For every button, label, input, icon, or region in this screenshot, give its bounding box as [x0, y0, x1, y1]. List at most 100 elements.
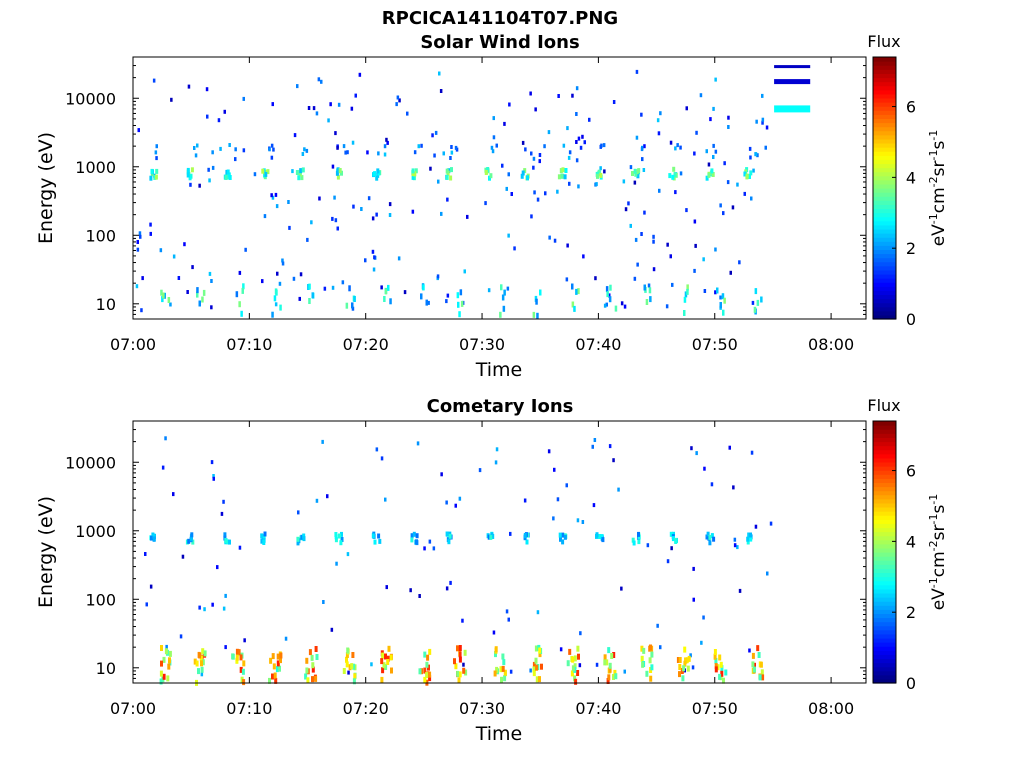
background-count	[454, 503, 457, 508]
colorbar-swatch	[873, 253, 896, 259]
low-energy-cell	[756, 645, 760, 652]
low-energy-cell	[614, 305, 618, 312]
low-energy-cell	[723, 297, 726, 304]
background-count	[372, 267, 376, 272]
background-count	[695, 451, 698, 456]
low-energy-cell	[279, 652, 283, 659]
background-count	[341, 280, 345, 285]
background-count	[380, 456, 384, 461]
background-count	[397, 256, 401, 261]
low-energy-cell	[681, 675, 685, 682]
low-energy-cell	[753, 666, 756, 673]
colorbar-swatch	[873, 629, 896, 635]
background-count	[211, 150, 214, 155]
background-count	[208, 271, 212, 276]
peak-cell	[448, 533, 452, 539]
peak-cell	[631, 171, 634, 176]
colorbar-swatch	[873, 449, 896, 455]
low-energy-cell	[761, 674, 765, 681]
low-energy-cell	[423, 667, 427, 674]
background-count	[559, 647, 563, 652]
y-axis: 10 100 1000 10000	[65, 56, 866, 320]
low-energy-cell	[645, 299, 649, 305]
background-count	[395, 102, 398, 107]
colorbar-tick-label: 2	[906, 603, 916, 622]
low-energy-cell	[198, 300, 201, 307]
background-count	[270, 193, 273, 198]
colorbar-swatch	[873, 592, 896, 598]
x-tick-label: 08:00	[808, 699, 854, 718]
background-count	[270, 155, 274, 160]
colorbar-swatch	[873, 159, 896, 165]
background-count	[373, 255, 376, 260]
colorbar-swatch	[873, 61, 896, 66]
background-count	[439, 89, 443, 93]
background-count	[172, 254, 176, 259]
colorbar-swatch	[873, 552, 896, 557]
background-count	[565, 277, 569, 282]
colorbar-swatch	[873, 498, 896, 504]
peak-cell	[596, 173, 599, 179]
background-count	[748, 146, 752, 151]
low-energy-cell	[351, 652, 355, 658]
low-energy-cell	[532, 311, 536, 318]
background-count	[429, 166, 432, 171]
colorbar-swatch	[873, 57, 896, 62]
background-count	[529, 668, 532, 673]
background-count	[366, 150, 369, 155]
low-energy-cell	[346, 647, 350, 654]
background-count	[576, 518, 580, 523]
low-energy-cell	[716, 664, 720, 671]
low-energy-cell	[532, 666, 536, 673]
low-energy-cell	[683, 310, 686, 316]
background-count	[322, 600, 325, 604]
low-energy-cell	[305, 667, 309, 674]
low-energy-cell	[390, 667, 393, 674]
peak-cell	[564, 168, 568, 173]
low-energy-cell	[351, 302, 354, 309]
colorbar-swatch	[873, 200, 896, 205]
background-count	[756, 153, 759, 158]
low-energy-cell	[168, 650, 172, 657]
background-count	[346, 552, 350, 557]
low-energy-cell	[503, 669, 507, 676]
low-energy-cell	[423, 676, 427, 683]
peak-cell	[338, 168, 342, 173]
colorbar-swatch	[873, 515, 896, 520]
background-count	[141, 276, 144, 281]
background-count	[548, 235, 551, 240]
peak-cell	[420, 143, 423, 148]
peak-cell	[223, 532, 227, 538]
background-count	[416, 441, 420, 446]
background-count	[207, 167, 210, 172]
peak-cell	[633, 168, 637, 174]
low-energy-cell	[273, 672, 277, 679]
background-count	[547, 130, 551, 135]
colorbar-swatch	[873, 224, 896, 230]
low-energy-cell	[610, 653, 614, 659]
low-energy-cell	[501, 653, 505, 660]
low-energy-cell	[457, 301, 460, 308]
background-count	[169, 302, 172, 307]
peak-cell	[336, 167, 340, 173]
peak-cell	[414, 168, 418, 174]
background-count	[530, 214, 533, 219]
peak-cell	[676, 143, 679, 148]
background-count	[623, 304, 627, 309]
low-energy-cell	[759, 661, 763, 668]
background-count	[436, 274, 440, 279]
background-count	[224, 593, 227, 598]
peak-cell	[305, 148, 309, 153]
peak-cell	[186, 172, 190, 178]
low-energy-cell	[538, 647, 542, 654]
colorbar-swatch	[873, 114, 896, 119]
peak-cell	[336, 174, 340, 180]
y-tick-label: 10000	[65, 89, 116, 108]
peak-cell	[334, 537, 338, 543]
background-count	[556, 497, 560, 502]
low-energy-cell	[274, 288, 278, 295]
low-energy-cell	[308, 649, 312, 656]
background-count	[709, 117, 712, 122]
low-energy-cell	[167, 297, 171, 303]
low-energy-cell	[645, 670, 649, 677]
